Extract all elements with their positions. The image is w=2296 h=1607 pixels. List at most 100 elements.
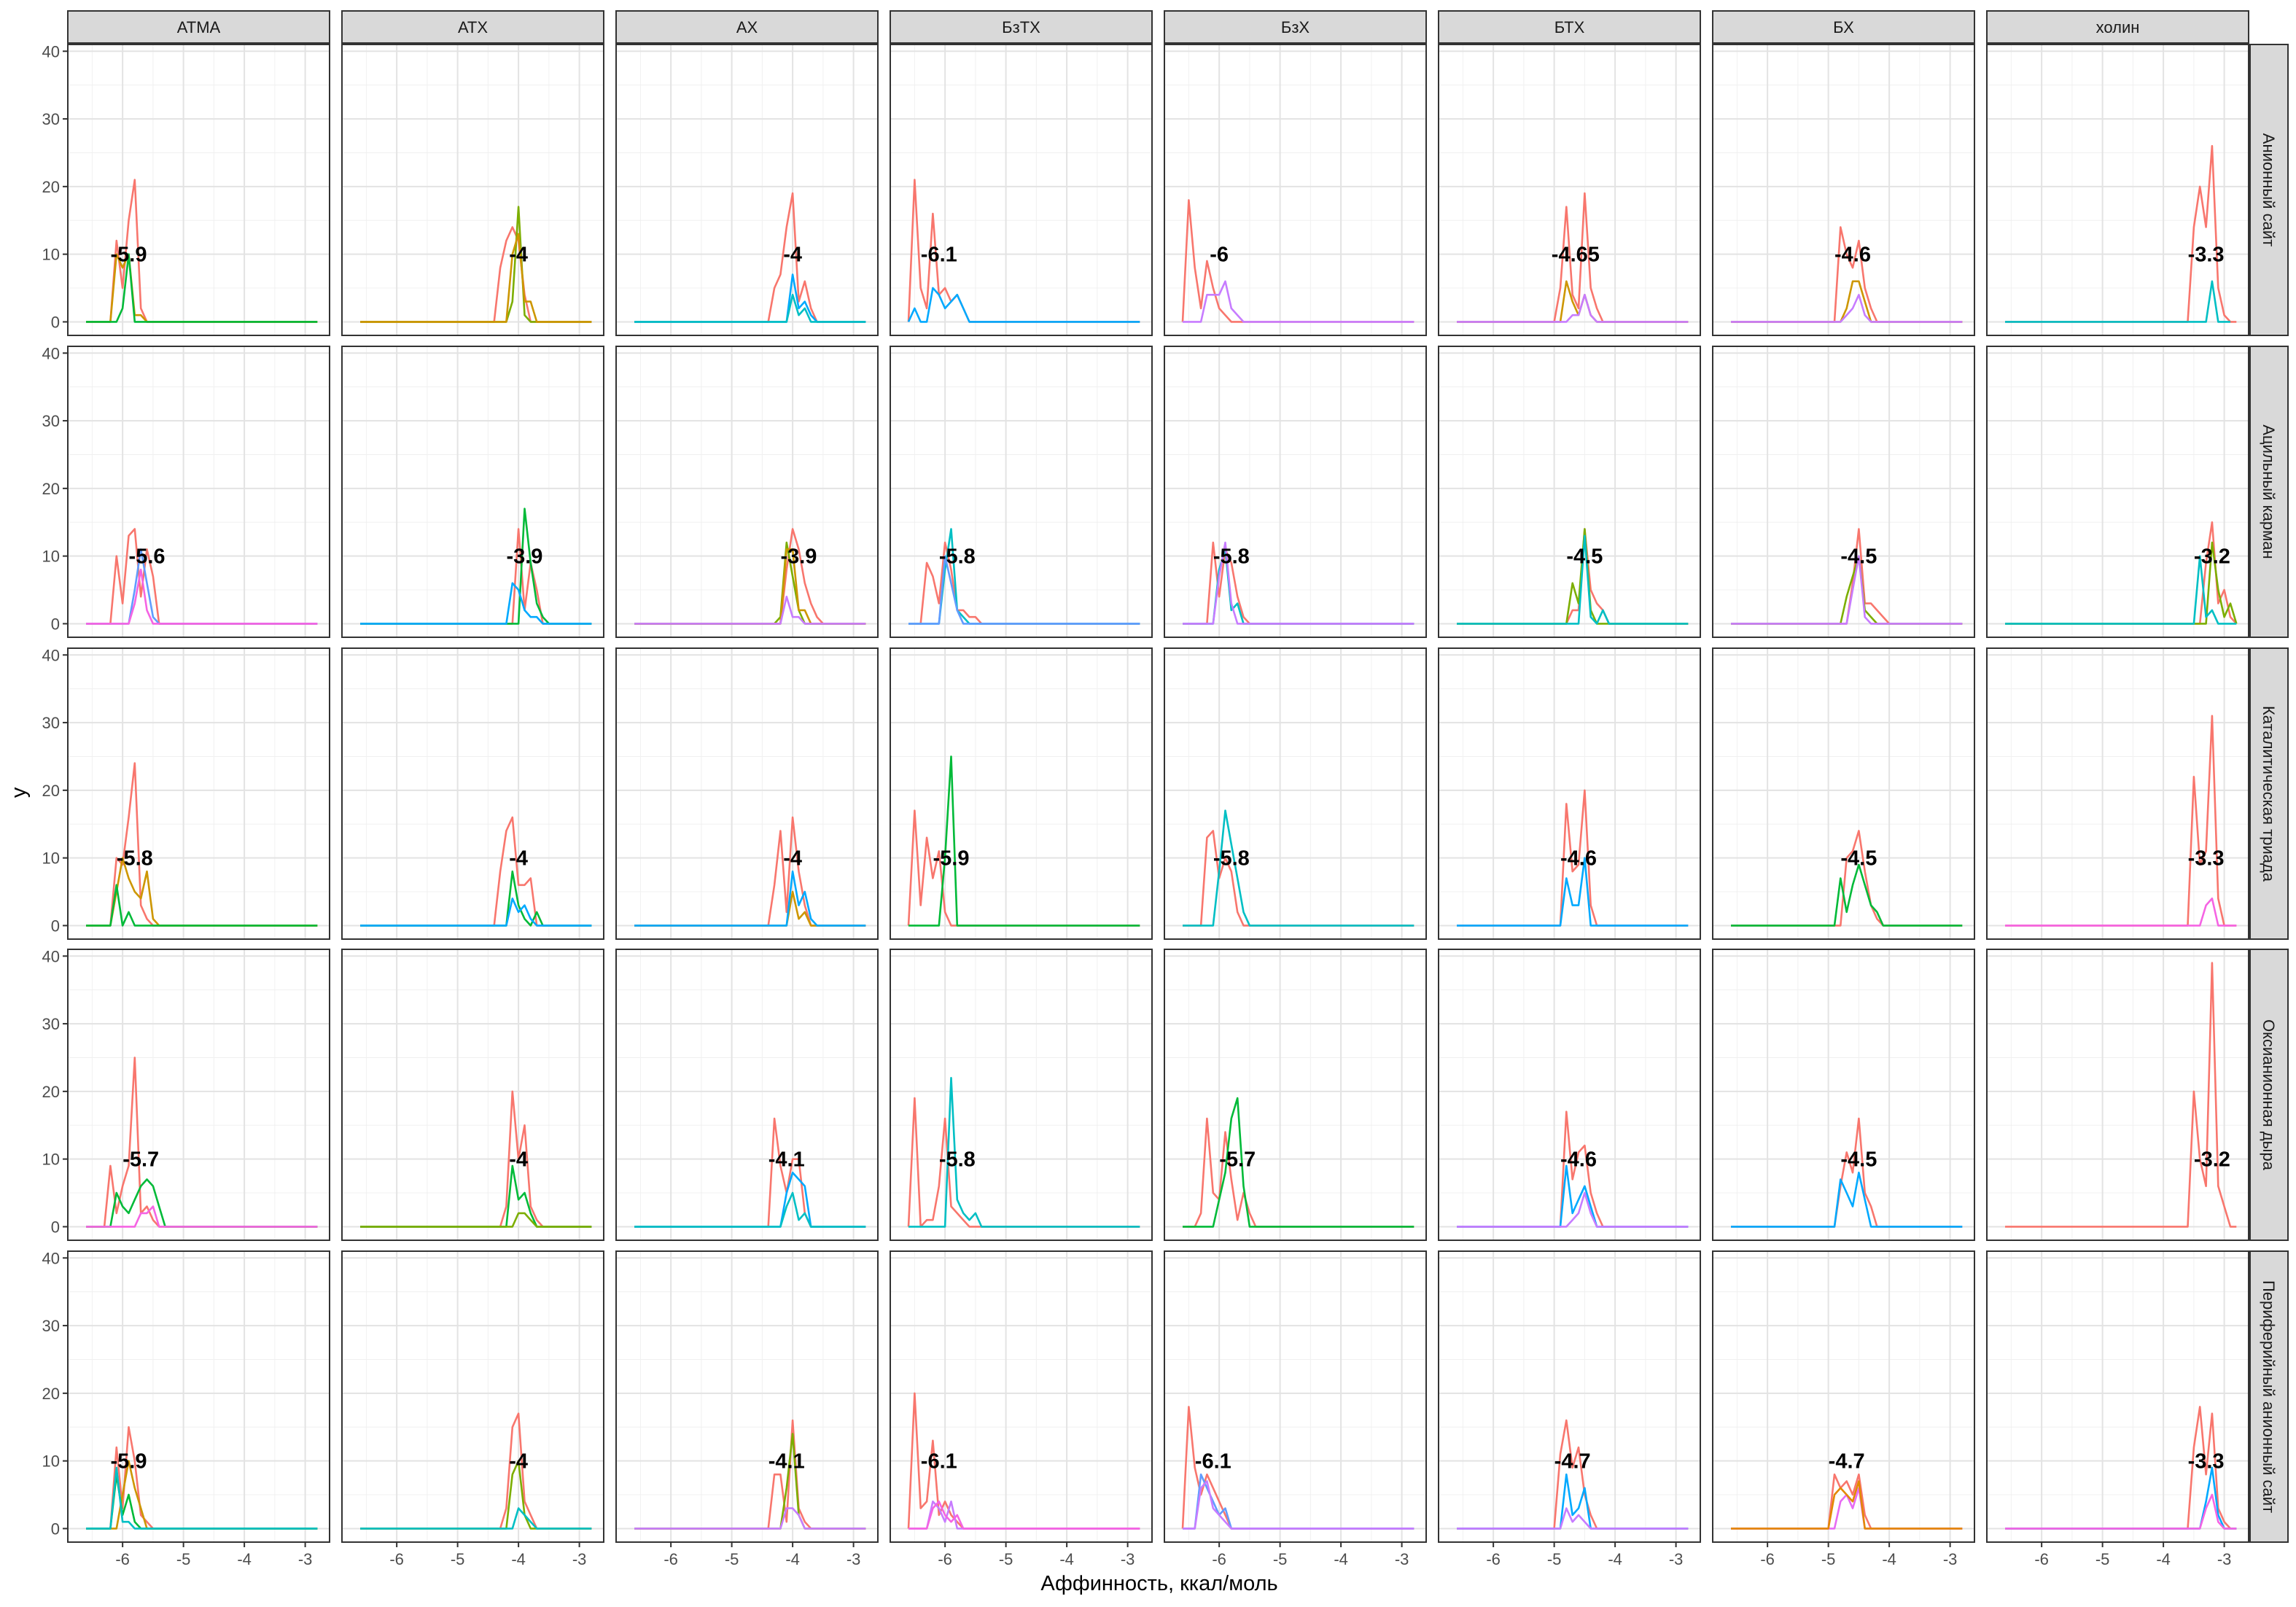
y-tick-label: 0 (51, 1520, 60, 1538)
peak-affinity-label: -4.5 (1840, 847, 1877, 871)
column-strip (890, 10, 1153, 44)
series-line (360, 816, 592, 927)
facet-panel: -4.5 (1712, 346, 1975, 638)
peak-affinity-label: -5.8 (1213, 847, 1250, 871)
series-line (1457, 1473, 1689, 1530)
x-tick-label: -3 (847, 1550, 861, 1568)
facet-panel: -4.7 -6 -5 -4 -3 (1438, 1250, 1701, 1568)
series-line (634, 1507, 866, 1530)
series-line (1183, 1480, 1414, 1530)
facet-panel: -4 (341, 647, 604, 940)
series-line (360, 528, 592, 625)
x-tick-label: -5 (1273, 1550, 1288, 1568)
panel-border (1712, 44, 1975, 336)
series-line (86, 568, 318, 625)
series-line (1183, 541, 1414, 625)
panel-border (1712, 1250, 1975, 1543)
series-line (360, 898, 592, 927)
series-line (1731, 1171, 1963, 1228)
facet-panel: -3.3 (1986, 44, 2249, 336)
x-tick-label: -5 (2095, 1550, 2110, 1568)
facet-panel: -5.7 (1164, 949, 1427, 1241)
peak-affinity-label: -4 (509, 1450, 528, 1474)
series-line (86, 1057, 318, 1228)
series-line (86, 762, 318, 927)
series-line (1731, 293, 1963, 323)
series-line (908, 755, 1140, 927)
facet-panel: -5.8 (1164, 346, 1427, 638)
series-line (360, 1090, 592, 1228)
peak-affinity-label: -3.9 (780, 545, 817, 569)
peak-affinity-label: -4.6 (1560, 1148, 1597, 1172)
facet-panel: -6.1 -6 -5 -4 -3 (1164, 1250, 1427, 1568)
panel-border (615, 346, 879, 638)
x-tick-label: -6 (938, 1550, 952, 1568)
row-strip (2249, 949, 2289, 1241)
x-axis-title: Аффинность, ккал/моль (1040, 1572, 1277, 1595)
facet-panel: -5.9 0 10 20 30 40 (42, 42, 330, 336)
series-line (908, 555, 1140, 625)
y-tick-label: 10 (42, 849, 60, 868)
facet-panel: -4 (341, 44, 604, 336)
panel-border (1438, 949, 1701, 1241)
y-tick-label: 20 (42, 178, 60, 196)
facet-panel: -4.1 -6 -5 -4 -3 (615, 1250, 879, 1568)
x-tick-label: -5 (999, 1550, 1013, 1568)
series-line (2005, 1493, 2237, 1530)
panel-border (1164, 949, 1427, 1241)
column-strip-label: АХ (736, 18, 758, 36)
series-line (2005, 144, 2237, 323)
panel-border (1986, 647, 2249, 940)
column-strip-label: БХ (1833, 18, 1854, 36)
panel-border (1164, 1250, 1427, 1543)
peak-affinity-label: -4.5 (1840, 1148, 1877, 1172)
y-tick-label: 30 (42, 714, 60, 732)
series-line (1457, 1110, 1689, 1228)
series-line (86, 1460, 318, 1530)
facet-panel: -4.5 (1712, 949, 1975, 1241)
panel-border (1986, 346, 2249, 638)
panels-layer: АТМА АТХ АХ БзТХ БзХ БТХ БХ холин Анионный сайт А… (42, 10, 2289, 1568)
series-line (1183, 809, 1414, 927)
facet-panel: -4.65 (1438, 44, 1701, 336)
facet-panel: -4 (341, 949, 604, 1241)
column-strip-label: АТМА (177, 18, 221, 36)
x-tick-label: -6 (389, 1550, 404, 1568)
y-tick-label: 30 (42, 412, 60, 430)
row-strip (2249, 346, 2289, 638)
series-line (86, 1466, 318, 1530)
x-tick-label: -4 (237, 1550, 252, 1568)
peak-affinity-label: -4.7 (1554, 1450, 1591, 1474)
y-tick-label: 40 (42, 947, 60, 965)
panel-border (1986, 44, 2249, 336)
x-tick-label: -3 (1395, 1550, 1409, 1568)
column-strip (341, 10, 604, 44)
series-line (360, 507, 592, 625)
panel-border (890, 346, 1153, 638)
column-strip (1438, 10, 1701, 44)
panel-border (341, 1250, 604, 1543)
panel-border (1438, 1250, 1701, 1543)
facet-panel: -4.1 (615, 949, 879, 1241)
series-line (1457, 1191, 1689, 1228)
row-strip (2249, 44, 2289, 336)
peak-affinity-label: -4.5 (1840, 545, 1877, 569)
panel-border (615, 949, 879, 1241)
panel-border (67, 647, 330, 940)
series-line (1457, 1507, 1689, 1530)
series-line (1183, 1117, 1414, 1228)
series-line (1731, 226, 1963, 323)
y-axis-title: y (7, 787, 31, 798)
series-line (907, 809, 1140, 927)
peak-affinity-label: -5.7 (122, 1148, 159, 1172)
peak-affinity-label: -6.1 (1195, 1450, 1231, 1474)
series-line (908, 1501, 1140, 1530)
facet-panel: -4.5 (1712, 647, 1975, 940)
column-strip-label: БТХ (1554, 18, 1585, 36)
panel-border (890, 1250, 1153, 1543)
series-line (634, 548, 866, 625)
series-line (1457, 293, 1689, 323)
facet-panel: -3.3 (1986, 647, 2249, 940)
series-line (634, 1419, 866, 1530)
